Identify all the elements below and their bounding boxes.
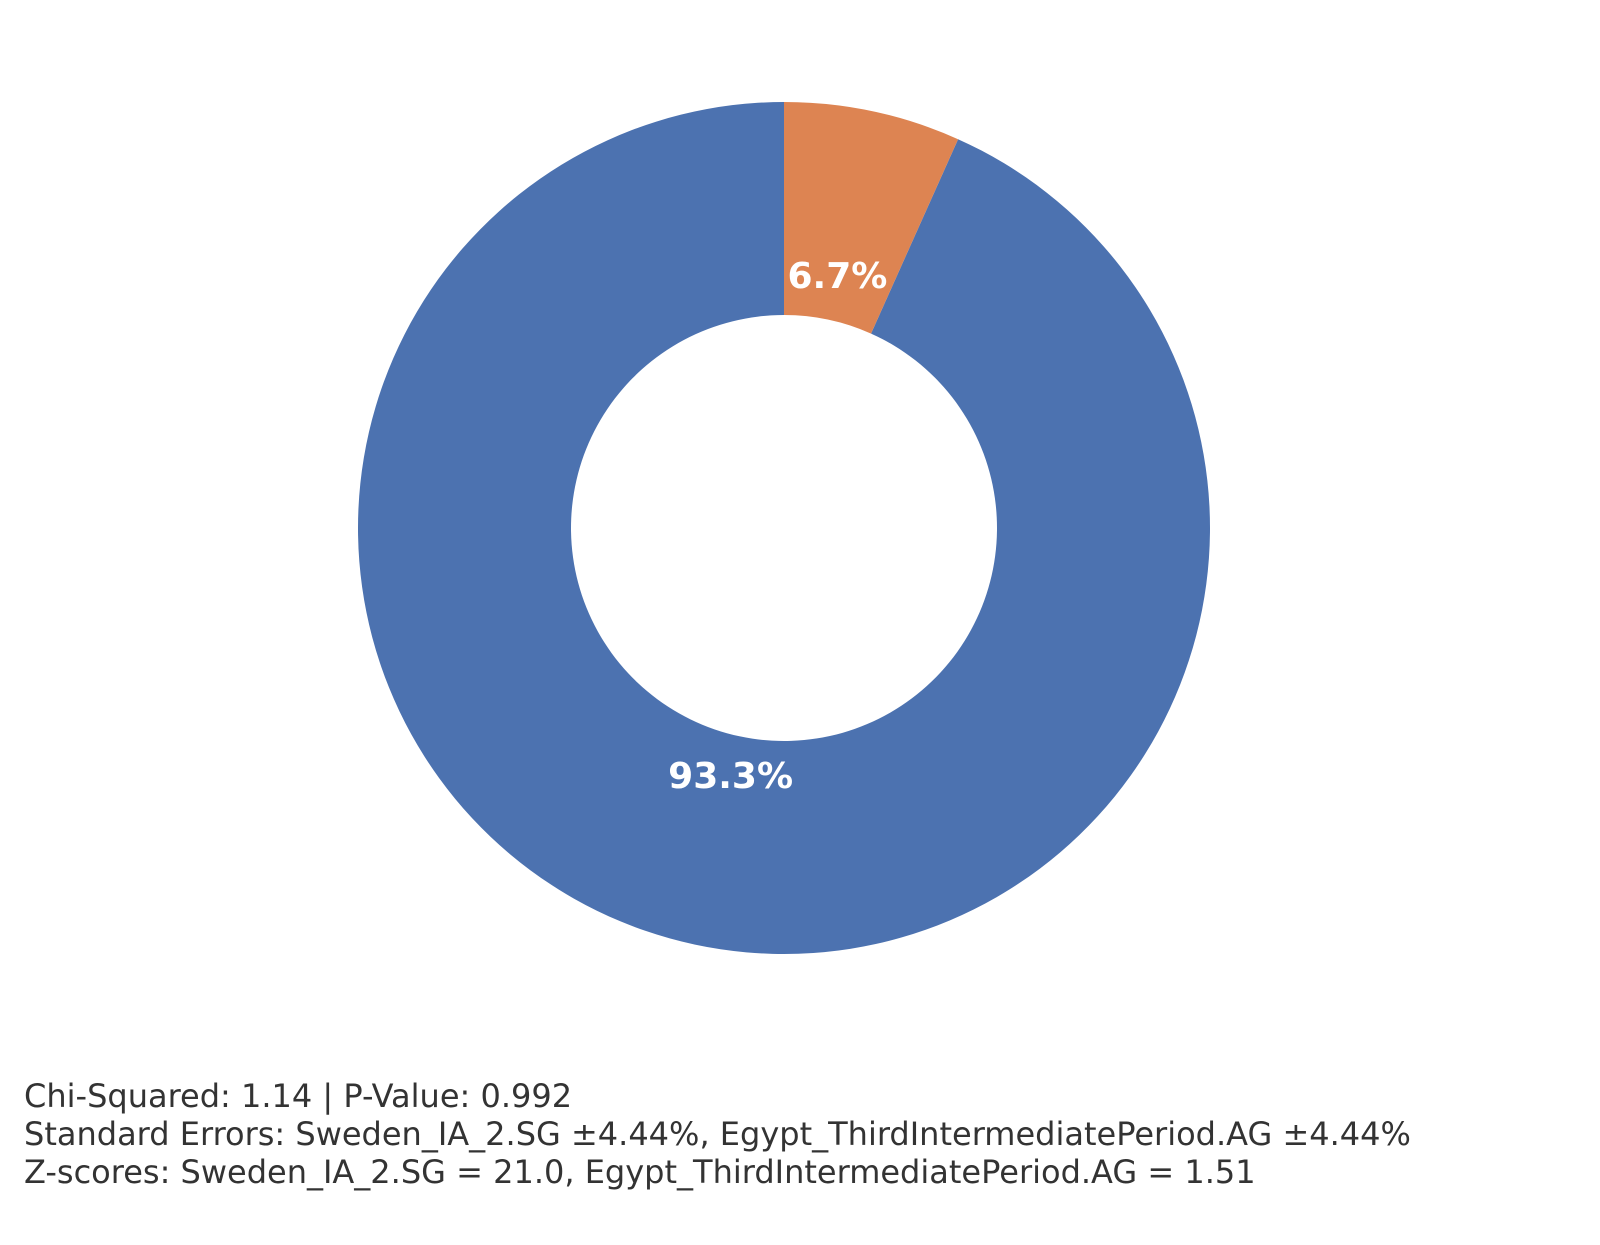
donut [358, 102, 1210, 954]
wedge [358, 102, 1210, 954]
annotation: Z-scores: Sweden_IA_2.SG = 21.0, Egypt_T… [24, 1153, 1256, 1191]
wedge [784, 102, 959, 334]
annotation: Standard Errors: Sweden_IA_2.SG ±4.44%, … [24, 1115, 1411, 1153]
value-label: 6.7% [787, 256, 887, 297]
value-label: 93.3% [668, 756, 793, 797]
annotation: Chi-Squared: 1.14 | P-Value: 0.992 [24, 1077, 572, 1115]
value-labels: 93.3% 6.7% [668, 256, 887, 797]
